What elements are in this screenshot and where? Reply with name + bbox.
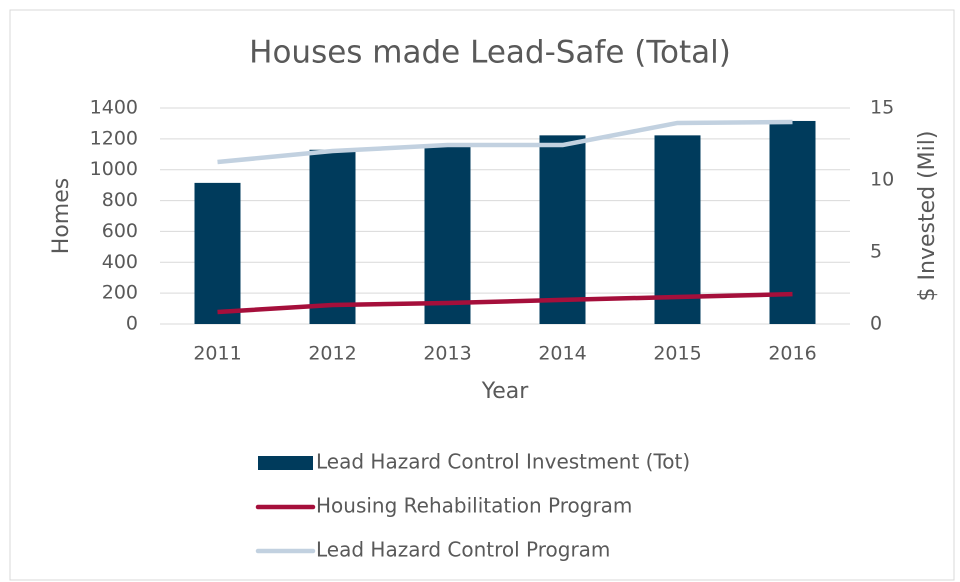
- chart-title: Houses made Lead-Safe (Total): [249, 35, 731, 71]
- bar: [769, 120, 816, 325]
- bar: [654, 135, 701, 324]
- y2-axis-title: $ Invested (Mil): [915, 131, 940, 302]
- bar: [309, 149, 356, 324]
- y-axis-title: Homes: [49, 178, 74, 254]
- bar: [539, 135, 586, 324]
- bar: [194, 182, 241, 324]
- y-tick-label: 400: [102, 251, 138, 273]
- legend-label: Lead Hazard Control Program: [316, 538, 610, 562]
- legend-swatch: [258, 456, 313, 470]
- x-axis-title: Year: [481, 379, 530, 404]
- y-tick-label: 0: [126, 313, 138, 335]
- x-tick-label: 2011: [193, 343, 241, 365]
- legend-label: Housing Rehabilitation Program: [316, 494, 632, 518]
- line: [217, 119, 793, 165]
- y-tick-label: 1000: [90, 158, 138, 180]
- y2-tick-label: 5: [870, 241, 882, 263]
- y2-tick-label: 0: [870, 313, 882, 335]
- y-tick-label: 1200: [90, 127, 138, 149]
- line: [217, 291, 793, 315]
- x-tick-label: 2013: [423, 343, 471, 365]
- legend-label: Lead Hazard Control Investment (Tot): [316, 450, 690, 474]
- y-tick-label: 1400: [90, 97, 138, 119]
- bar: [424, 145, 471, 324]
- y2-tick-label: 15: [870, 97, 894, 119]
- y-tick-label: 800: [102, 189, 138, 211]
- y-tick-label: 200: [102, 282, 138, 304]
- x-tick-label: 2014: [538, 343, 586, 365]
- y2-tick-label: 10: [870, 169, 894, 191]
- x-tick-label: 2012: [308, 343, 356, 365]
- x-tick-label: 2015: [653, 343, 701, 365]
- y-tick-label: 600: [102, 220, 138, 242]
- x-tick-label: 2016: [768, 343, 816, 365]
